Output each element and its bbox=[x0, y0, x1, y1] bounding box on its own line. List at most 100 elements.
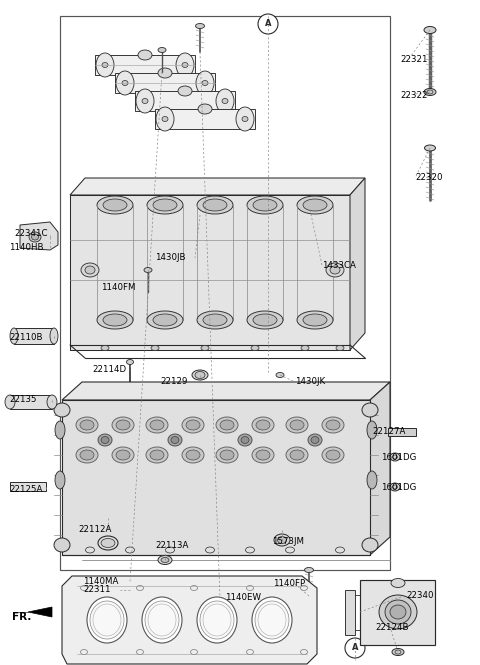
Ellipse shape bbox=[255, 601, 289, 639]
Ellipse shape bbox=[297, 311, 333, 329]
Text: 1140EW: 1140EW bbox=[225, 593, 261, 602]
Ellipse shape bbox=[122, 80, 128, 86]
Ellipse shape bbox=[146, 447, 168, 463]
Text: 22340: 22340 bbox=[406, 591, 433, 600]
Ellipse shape bbox=[258, 14, 278, 34]
Ellipse shape bbox=[247, 196, 283, 214]
Ellipse shape bbox=[390, 453, 400, 461]
Text: 1140MA: 1140MA bbox=[83, 577, 119, 587]
Ellipse shape bbox=[158, 555, 172, 565]
Bar bbox=[10, 482, 46, 491]
Ellipse shape bbox=[424, 27, 436, 33]
Ellipse shape bbox=[390, 483, 400, 491]
Ellipse shape bbox=[311, 436, 319, 444]
Ellipse shape bbox=[390, 605, 406, 619]
Text: A: A bbox=[352, 644, 358, 652]
Ellipse shape bbox=[127, 360, 133, 364]
Ellipse shape bbox=[182, 417, 204, 433]
Polygon shape bbox=[350, 178, 365, 350]
Ellipse shape bbox=[222, 98, 228, 104]
Ellipse shape bbox=[308, 434, 322, 446]
Polygon shape bbox=[62, 400, 370, 555]
Ellipse shape bbox=[203, 199, 227, 211]
Ellipse shape bbox=[216, 447, 238, 463]
Ellipse shape bbox=[112, 447, 134, 463]
Ellipse shape bbox=[252, 597, 292, 643]
Ellipse shape bbox=[345, 638, 365, 658]
Ellipse shape bbox=[98, 434, 112, 446]
Ellipse shape bbox=[76, 447, 98, 463]
Ellipse shape bbox=[186, 450, 200, 460]
Text: 1140HB: 1140HB bbox=[9, 243, 44, 253]
Ellipse shape bbox=[247, 311, 283, 329]
Ellipse shape bbox=[101, 346, 109, 350]
Ellipse shape bbox=[238, 434, 252, 446]
Text: 22110B: 22110B bbox=[9, 334, 43, 342]
Ellipse shape bbox=[326, 420, 340, 430]
Ellipse shape bbox=[153, 314, 177, 326]
Ellipse shape bbox=[147, 196, 183, 214]
Ellipse shape bbox=[252, 447, 274, 463]
Ellipse shape bbox=[97, 196, 133, 214]
Ellipse shape bbox=[201, 346, 209, 350]
Ellipse shape bbox=[80, 450, 94, 460]
Text: 1140FM: 1140FM bbox=[101, 283, 135, 293]
Text: 22124B: 22124B bbox=[375, 622, 408, 632]
Ellipse shape bbox=[336, 346, 344, 350]
Text: 1601DG: 1601DG bbox=[381, 483, 416, 493]
Text: 22322: 22322 bbox=[400, 90, 428, 100]
Ellipse shape bbox=[5, 395, 15, 409]
Text: 22112A: 22112A bbox=[78, 525, 111, 535]
Ellipse shape bbox=[144, 267, 152, 273]
Bar bbox=[345, 590, 355, 635]
Ellipse shape bbox=[54, 538, 70, 552]
Ellipse shape bbox=[50, 328, 58, 344]
Ellipse shape bbox=[81, 263, 99, 277]
Polygon shape bbox=[115, 73, 215, 93]
Ellipse shape bbox=[367, 471, 377, 489]
Ellipse shape bbox=[182, 447, 204, 463]
Polygon shape bbox=[70, 195, 350, 350]
Text: 1430JB: 1430JB bbox=[155, 253, 185, 263]
Ellipse shape bbox=[196, 71, 214, 95]
Ellipse shape bbox=[116, 71, 134, 95]
Ellipse shape bbox=[171, 436, 179, 444]
Ellipse shape bbox=[197, 196, 233, 214]
Ellipse shape bbox=[202, 80, 208, 86]
Ellipse shape bbox=[178, 86, 192, 96]
Ellipse shape bbox=[326, 450, 340, 460]
Ellipse shape bbox=[150, 420, 164, 430]
Text: 1601DG: 1601DG bbox=[381, 454, 416, 462]
Ellipse shape bbox=[55, 421, 65, 439]
Ellipse shape bbox=[87, 597, 127, 643]
Ellipse shape bbox=[101, 539, 115, 547]
Ellipse shape bbox=[158, 47, 166, 53]
Ellipse shape bbox=[253, 314, 277, 326]
Ellipse shape bbox=[168, 434, 182, 446]
Polygon shape bbox=[95, 55, 195, 75]
Ellipse shape bbox=[203, 314, 227, 326]
Bar bbox=[388, 428, 416, 436]
Ellipse shape bbox=[391, 579, 405, 587]
Ellipse shape bbox=[136, 89, 154, 113]
Ellipse shape bbox=[220, 420, 234, 430]
Ellipse shape bbox=[286, 447, 308, 463]
Ellipse shape bbox=[138, 50, 152, 60]
Ellipse shape bbox=[176, 53, 194, 77]
Ellipse shape bbox=[253, 199, 277, 211]
Ellipse shape bbox=[241, 436, 249, 444]
Ellipse shape bbox=[182, 63, 188, 68]
Ellipse shape bbox=[322, 417, 344, 433]
Text: 22125A: 22125A bbox=[9, 485, 42, 495]
Ellipse shape bbox=[297, 196, 333, 214]
Ellipse shape bbox=[97, 311, 133, 329]
Ellipse shape bbox=[147, 311, 183, 329]
Text: 1140FP: 1140FP bbox=[273, 579, 305, 589]
Ellipse shape bbox=[385, 600, 411, 624]
Ellipse shape bbox=[367, 421, 377, 439]
Ellipse shape bbox=[216, 89, 234, 113]
Text: FR.: FR. bbox=[12, 612, 31, 622]
Text: 1433CA: 1433CA bbox=[322, 261, 356, 269]
Ellipse shape bbox=[158, 68, 172, 78]
Ellipse shape bbox=[162, 116, 168, 122]
